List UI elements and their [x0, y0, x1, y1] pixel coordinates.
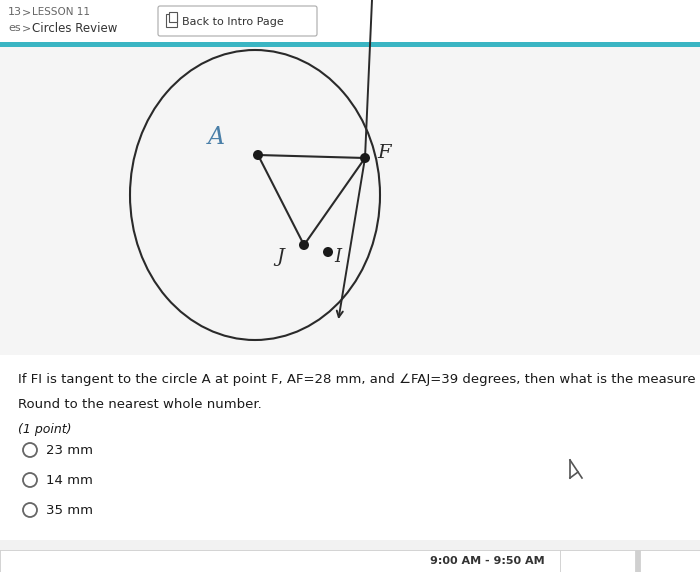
Text: (1 point): (1 point): [18, 423, 71, 436]
Bar: [640, 550, 700, 572]
Text: Round to the nearest whole number.: Round to the nearest whole number.: [18, 398, 262, 411]
Bar: [0, 550, 700, 572]
Bar: [169, 12, 177, 22]
Text: es: es: [8, 23, 20, 33]
Text: 23 mm: 23 mm: [46, 443, 93, 456]
Text: F: F: [377, 144, 391, 162]
Bar: [0, 42, 700, 47]
Bar: [0, 550, 560, 572]
Text: I: I: [334, 248, 341, 266]
Text: LESSON 11: LESSON 11: [32, 7, 90, 17]
Bar: [0, 355, 700, 540]
Text: Back to Intro Page: Back to Intro Page: [182, 17, 284, 27]
Text: 9:00 AM - 9:50 AM: 9:00 AM - 9:50 AM: [430, 556, 545, 566]
Circle shape: [323, 247, 333, 257]
FancyBboxPatch shape: [158, 6, 317, 36]
Bar: [0, 0, 700, 42]
Text: A: A: [208, 125, 225, 149]
Circle shape: [299, 240, 309, 250]
Text: 14 mm: 14 mm: [46, 474, 93, 487]
Circle shape: [360, 153, 370, 163]
Circle shape: [253, 150, 263, 160]
Text: If FI is tangent to the circle A at point F, AF​=28 mm, and ∠FAJ=39 degrees, the: If FI is tangent to the circle A at poin…: [18, 373, 700, 386]
Text: 35 mm: 35 mm: [46, 503, 93, 517]
Text: Circles Review: Circles Review: [32, 22, 118, 34]
Text: >: >: [22, 23, 32, 33]
Text: J: J: [276, 248, 284, 266]
Text: >: >: [22, 7, 32, 17]
Bar: [166, 14, 177, 27]
Bar: [0, 47, 700, 357]
Text: 13: 13: [8, 7, 22, 17]
Bar: [560, 550, 635, 572]
